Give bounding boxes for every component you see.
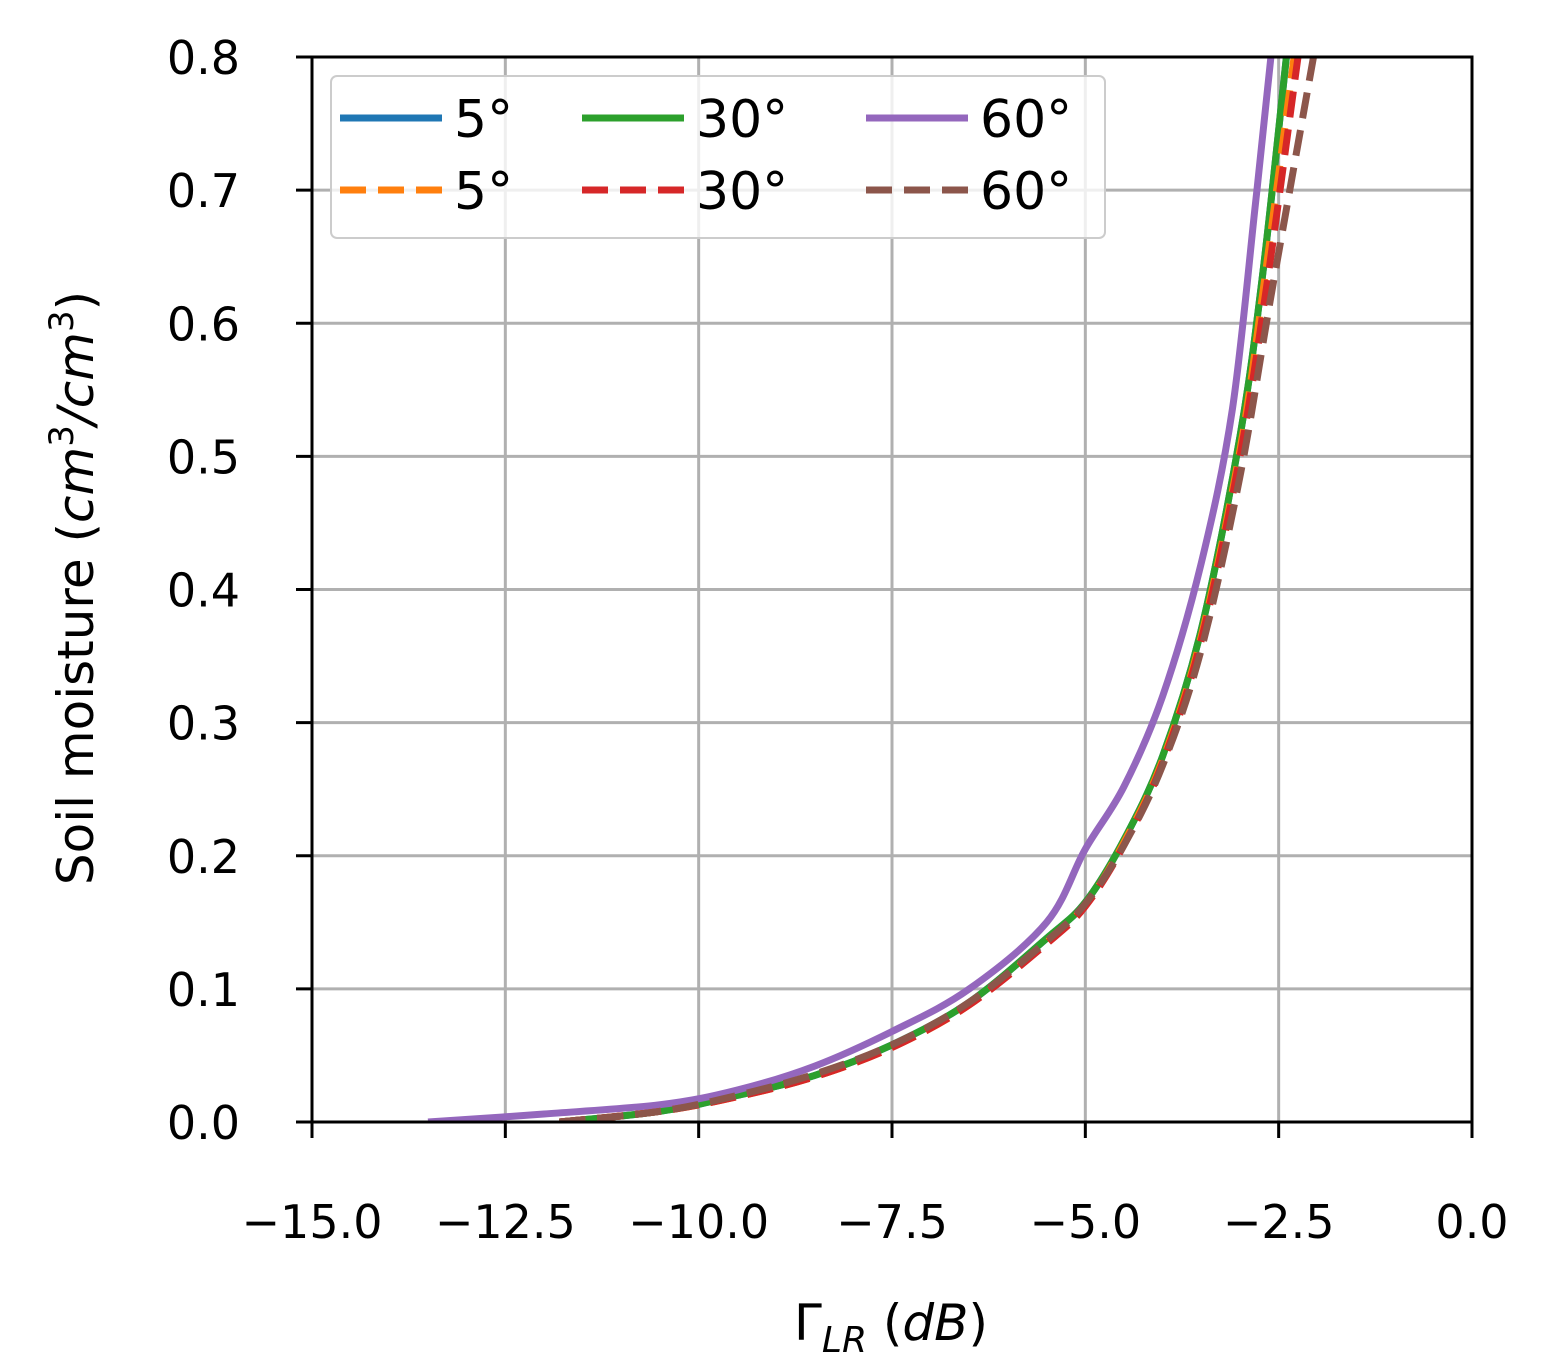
y-tick-label: 0.3 <box>167 697 240 751</box>
legend-label-4: 30° <box>696 162 788 222</box>
series-line-5 <box>559 57 1317 1122</box>
y-tick-label: 0.4 <box>167 564 240 618</box>
data-series <box>427 57 1317 1122</box>
y-tick-label: 0.1 <box>167 963 240 1017</box>
y-tick-label: 0.7 <box>167 164 240 218</box>
series-line-2 <box>427 57 1275 1122</box>
x-axis-label: ΓLR (dB) <box>794 1294 988 1361</box>
y-tick-label: 0.0 <box>167 1096 240 1150</box>
x-tick-label: 0.0 <box>1435 1195 1508 1249</box>
legend-label-5: 60° <box>980 162 1072 222</box>
legend-label-1: 30° <box>696 90 788 150</box>
x-axis-ticks: −15.0 −12.5 −10.0 −7.5 −5.0 −2.5 0.0 <box>242 1122 1509 1249</box>
legend-label-0: 5° <box>454 90 513 150</box>
x-tick-label: −12.5 <box>435 1195 576 1249</box>
y-axis-label: Soil moisture (cm3/cm3) <box>42 291 105 885</box>
y-tick-label: 0.8 <box>167 31 240 85</box>
x-tick-label: −5.0 <box>1029 1195 1141 1249</box>
legend: 5° 30° 60° 5° 30° 60° <box>330 75 1106 239</box>
x-tick-label: −7.5 <box>836 1195 948 1249</box>
x-tick-label: −10.0 <box>628 1195 769 1249</box>
x-tick-label: −2.5 <box>1223 1195 1335 1249</box>
x-tick-label: −15.0 <box>242 1195 383 1249</box>
y-tick-label: 0.2 <box>167 830 240 884</box>
y-tick-label: 0.5 <box>167 430 240 484</box>
y-axis-ticks: 0.0 0.1 0.2 0.3 0.4 0.5 0.6 0.7 0.8 <box>167 31 312 1150</box>
y-tick-label: 0.6 <box>167 297 240 351</box>
legend-label-3: 5° <box>454 162 513 222</box>
legend-label-2: 60° <box>980 90 1072 150</box>
